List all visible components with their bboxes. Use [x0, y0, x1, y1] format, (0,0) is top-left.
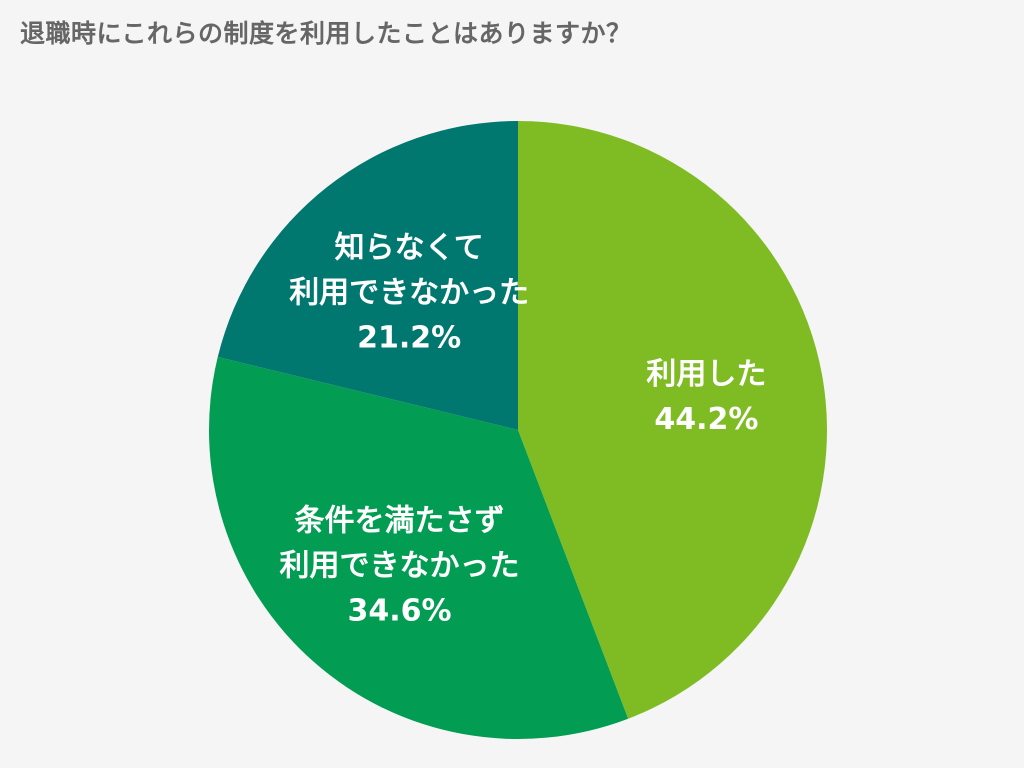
pie-slice-1 [518, 121, 828, 719]
slice-label-3: 知らなくて利用できなかった 21.2% [289, 231, 529, 356]
slice-category-label: 利用できなかった [280, 548, 520, 583]
pie-slice-3 [217, 121, 518, 430]
pie-slice-2 [209, 356, 629, 740]
slice-value-label: 21.2% [357, 321, 461, 356]
slice-category-label: 知らなくて [335, 231, 484, 266]
slice-value-label: 44.2% [654, 402, 758, 437]
slice-label-1: 利用した 44.2% [646, 357, 766, 437]
slice-category-label: 条件を満たさず [295, 503, 505, 538]
chart-title: 退職時にこれらの制度を利用したことはありますか？ [20, 19, 632, 48]
slice-category-label: 利用できなかった [289, 276, 529, 311]
slice-category-label: 利用した [646, 357, 766, 392]
slice-label-2: 条件を満たさず利用できなかった 34.6% [280, 503, 520, 628]
slice-value-label: 34.6% [347, 593, 451, 628]
